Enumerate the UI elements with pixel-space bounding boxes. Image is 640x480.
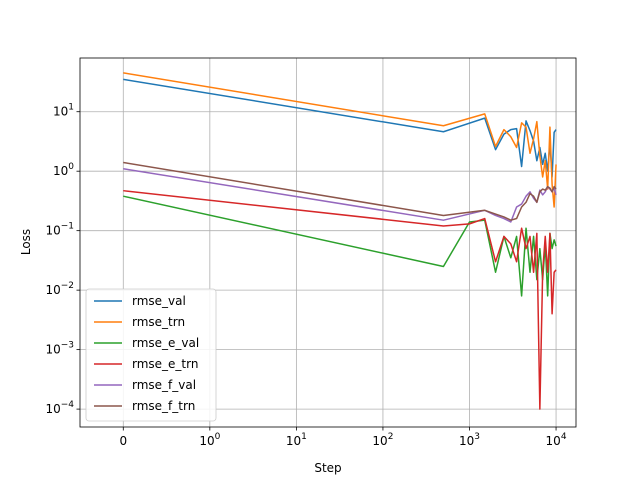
- y-axis-ticks: 10−4 10−3 10−2 10−1 100 101: [45, 103, 80, 416]
- tick-label: 0: [119, 434, 127, 448]
- legend-label: rmse_f_trn: [132, 399, 195, 413]
- x-axis-ticks: 0 100 101 102 103 104: [119, 427, 567, 448]
- series-lines: [123, 72, 557, 410]
- tick-label: 10−3: [45, 341, 74, 357]
- legend-label: rmse_val: [132, 294, 186, 308]
- series-line-rmse_e_trn: [123, 189, 557, 410]
- series-line-rmse_trn: [123, 72, 557, 208]
- legend-label: rmse_e_trn: [132, 357, 198, 371]
- plot-frame: [79, 57, 577, 428]
- tick-label: 10−1: [45, 222, 74, 238]
- legend-label: rmse_trn: [132, 315, 185, 329]
- tick-label: 10−4: [45, 400, 74, 416]
- series-line-rmse_f_trn: [123, 161, 557, 221]
- y-axis-label: Loss: [19, 229, 33, 255]
- tick-label: 100: [53, 162, 74, 178]
- tick-label: 101: [286, 432, 307, 448]
- legend-label: rmse_f_val: [132, 378, 196, 392]
- tick-label: 100: [199, 432, 220, 448]
- tick-label: 101: [53, 103, 74, 119]
- tick-label: 102: [372, 432, 393, 448]
- tick-label: 103: [459, 432, 480, 448]
- legend-label: rmse_e_val: [132, 336, 199, 350]
- legend: rmse_val rmse_trn rmse_e_val rmse_e_trnrmse…: [85, 288, 217, 422]
- tick-label: 104: [546, 432, 567, 448]
- tick-label: 10−2: [45, 281, 74, 297]
- x-axis-label: Step: [314, 461, 341, 475]
